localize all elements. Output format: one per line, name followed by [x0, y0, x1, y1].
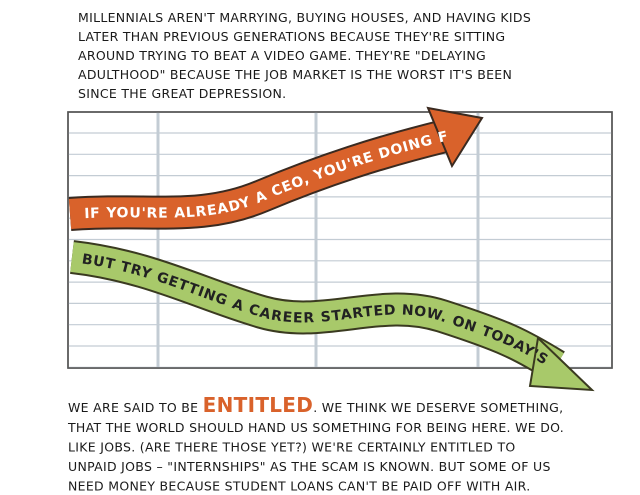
intro-line: MILLENNIALS AREN'T MARRYING, BUYING HOUS… — [78, 10, 531, 25]
emphasis: ENTITLED — [203, 393, 314, 417]
arrow-head — [528, 335, 595, 392]
intro-line: SINCE THE GREAT DEPRESSION. — [78, 86, 286, 101]
outro-text: WE ARE SAID TO BE ENTITLED. WE THINK WE … — [67, 393, 564, 494]
chart-border — [67, 111, 613, 369]
intro-line: LATER THAN PREVIOUS GENERATIONS BECAUSE … — [78, 29, 505, 44]
outro-line: WE ARE SAID TO BE ENTITLED. WE THINK WE … — [68, 393, 563, 417]
outro-line: UNPAID JOBS – "INTERNSHIPS" AS THE SCAM … — [68, 459, 551, 474]
outro-line: THAT THE WORLD SHOULD HAND US SOMETHING … — [67, 420, 564, 435]
intro-line: AROUND TRYING TO BEAT A VIDEO GAME. THEY… — [78, 48, 486, 63]
text-span: . WE THINK WE DESERVE SOMETHING, — [313, 400, 563, 415]
intro-line: ADULTHOOD" BECAUSE THE JOB MARKET IS THE… — [78, 67, 512, 82]
intro-text: MILLENNIALS AREN'T MARRYING, BUYING HOUS… — [78, 10, 531, 101]
text-span: WE ARE SAID TO BE — [68, 400, 203, 415]
outro-line: LIKE JOBS. (ARE THERE THOSE YET?) WE'RE … — [68, 440, 516, 455]
arrow-head — [426, 106, 484, 169]
outro-line: NEED MONEY BECAUSE STUDENT LOANS CAN'T B… — [68, 479, 530, 494]
